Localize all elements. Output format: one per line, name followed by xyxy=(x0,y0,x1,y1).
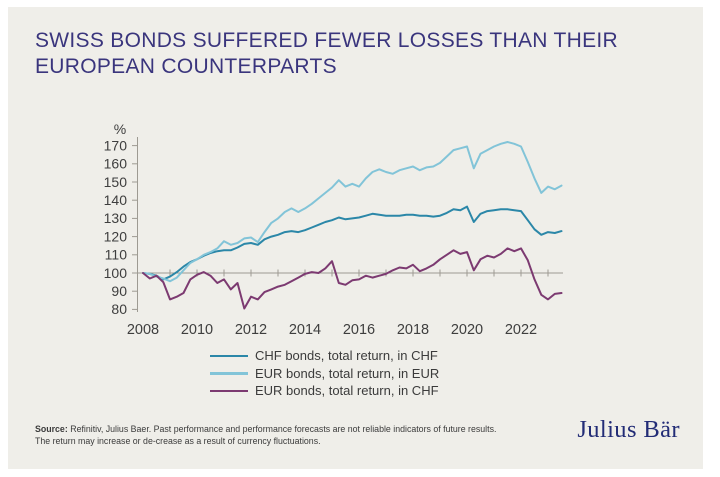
source-label: Source: xyxy=(35,424,68,434)
y-tick-label: 150 xyxy=(104,174,128,190)
legend-swatch-purple xyxy=(210,389,248,393)
x-tick-label: 2014 xyxy=(289,322,321,338)
y-tick-label: 140 xyxy=(104,192,128,208)
source-note: Source: Refinitiv, Julius Baer. Past per… xyxy=(35,424,505,447)
y-tick-label: 110 xyxy=(105,247,128,263)
chart-legend: CHF bonds, total return, in CHF EUR bond… xyxy=(210,349,439,398)
legend-item-eur-bonds-eur: EUR bonds, total return, in EUR xyxy=(210,365,440,381)
title-line-2: EUROPEAN COUNTERPARTS xyxy=(35,55,337,78)
legend-item-eur-bonds-chf: EUR bonds, total return, in CHF xyxy=(210,384,439,398)
x-tick-label: 2010 xyxy=(181,322,213,338)
y-tick-label: 80 xyxy=(111,301,127,317)
bond-chart: 80 90 100 110 120 130 140 150 160 170% 2008 2010 201… xyxy=(104,121,563,338)
y-tick-label: 160 xyxy=(104,156,128,172)
infographic-card: SWISS BONDS SUFFERED FEWER LOSSES THAN T… xyxy=(8,7,703,469)
series-line xyxy=(142,141,563,283)
source-text: Refinitiv, Julius Baer. Past performance… xyxy=(67,424,497,434)
x-tick-label: 2012 xyxy=(235,322,267,338)
legend-swatch-lightblue xyxy=(210,372,248,375)
source-line-1: Source: Refinitiv, Julius Baer. Past per… xyxy=(35,424,505,436)
y-tick-label: 90 xyxy=(111,283,127,299)
x-tick-label: 2018 xyxy=(397,322,429,338)
legend-swatch-teal xyxy=(210,354,248,358)
julius-baer-logo: Julius Bär xyxy=(577,416,680,443)
x-tick-label: 2022 xyxy=(505,322,537,338)
x-tick-label: 2020 xyxy=(451,322,483,338)
title-line-1: SWISS BONDS SUFFERED FEWER LOSSES THAN T… xyxy=(35,29,619,52)
legend-label: EUR bonds, total return, in EUR xyxy=(255,365,440,381)
series-line xyxy=(142,205,563,281)
legend-label: CHF bonds, total return, in CHF xyxy=(255,348,438,363)
page-title: SWISS BONDS SUFFERED FEWER LOSSES THAN T… xyxy=(35,28,635,80)
legend-label: EUR bonds, total return, in CHF xyxy=(255,383,439,398)
x-tick-label: 2008 xyxy=(127,322,159,338)
y-tick-label: 170 xyxy=(104,137,128,153)
y-tick-label: 120 xyxy=(104,228,128,244)
y-tick-label: 100 xyxy=(104,265,128,281)
series-line xyxy=(142,247,563,310)
source-line-2: The return may increase or de-crease as … xyxy=(35,435,321,446)
y-axis-unit-label: % xyxy=(114,121,126,137)
y-tick-label: 130 xyxy=(104,210,128,226)
x-tick-label: 2016 xyxy=(343,322,375,338)
legend-item-chf-bonds-chf: CHF bonds, total return, in CHF xyxy=(210,349,439,363)
